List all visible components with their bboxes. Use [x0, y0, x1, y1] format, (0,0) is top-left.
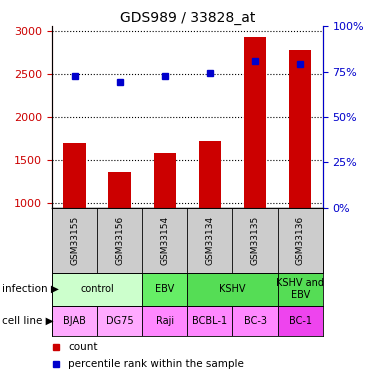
Bar — [108, 172, 131, 208]
Text: Raji: Raji — [156, 316, 174, 326]
Bar — [52, 273, 142, 306]
Text: GSM33155: GSM33155 — [70, 216, 79, 265]
Bar — [198, 141, 221, 208]
Text: GSM33154: GSM33154 — [160, 216, 169, 265]
Text: percentile rank within the sample: percentile rank within the sample — [68, 359, 244, 369]
Text: GSM33136: GSM33136 — [296, 216, 305, 265]
Text: GSM33135: GSM33135 — [250, 216, 260, 265]
Text: BC-1: BC-1 — [289, 316, 312, 326]
Bar — [97, 306, 142, 336]
Text: BCBL-1: BCBL-1 — [192, 316, 227, 326]
Text: EBV: EBV — [155, 284, 174, 294]
Title: GDS989 / 33828_at: GDS989 / 33828_at — [120, 11, 255, 25]
Text: GSM33134: GSM33134 — [206, 216, 214, 265]
Text: GSM33156: GSM33156 — [115, 216, 124, 265]
Text: BC-3: BC-3 — [244, 316, 266, 326]
Bar — [233, 306, 278, 336]
Bar — [154, 153, 176, 208]
Text: DG75: DG75 — [106, 316, 134, 326]
Bar — [187, 273, 278, 306]
Text: KSHV: KSHV — [219, 284, 246, 294]
Text: control: control — [80, 284, 114, 294]
Bar — [63, 143, 86, 208]
Bar — [142, 273, 187, 306]
Bar — [289, 50, 312, 208]
Bar — [187, 306, 233, 336]
Text: KSHV and
EBV: KSHV and EBV — [276, 278, 324, 300]
Bar — [278, 273, 323, 306]
Text: BJAB: BJAB — [63, 316, 86, 326]
Text: count: count — [68, 342, 98, 352]
Bar — [278, 306, 323, 336]
Bar — [142, 306, 187, 336]
Text: infection ▶: infection ▶ — [2, 284, 59, 294]
Bar — [244, 37, 266, 208]
Bar — [52, 306, 97, 336]
Text: cell line ▶: cell line ▶ — [2, 316, 53, 326]
